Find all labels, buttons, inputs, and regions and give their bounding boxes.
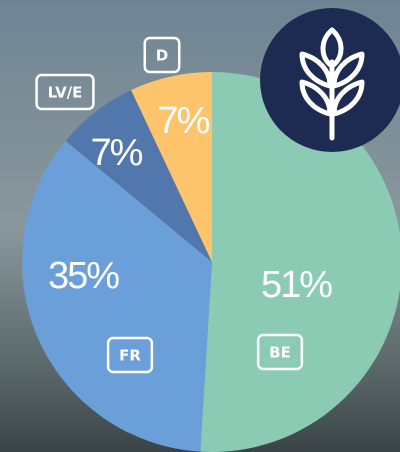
category-label: D: [156, 47, 168, 65]
category-label: FR: [119, 347, 141, 365]
value-label: 7%: [158, 100, 210, 142]
labels: 51% BE 35% FR 7% LV/E 7% D: [35, 36, 334, 374]
value-label: 35%: [48, 255, 119, 297]
value-label: 51%: [261, 264, 332, 306]
label-box: [35, 73, 95, 111]
pie-slice: [200, 72, 400, 452]
pie-slice: [65, 90, 213, 263]
category-label: LV/E: [48, 84, 83, 102]
pie-slice: [131, 72, 212, 262]
category-label: BE: [269, 344, 291, 362]
label-box: [256, 333, 304, 371]
pie: [21, 72, 400, 452]
wheat-icon: [260, 8, 400, 152]
label-box: [143, 36, 181, 74]
value-label: 7%: [91, 132, 143, 174]
label-box: [106, 336, 154, 374]
pie-slice: [21, 140, 213, 452]
